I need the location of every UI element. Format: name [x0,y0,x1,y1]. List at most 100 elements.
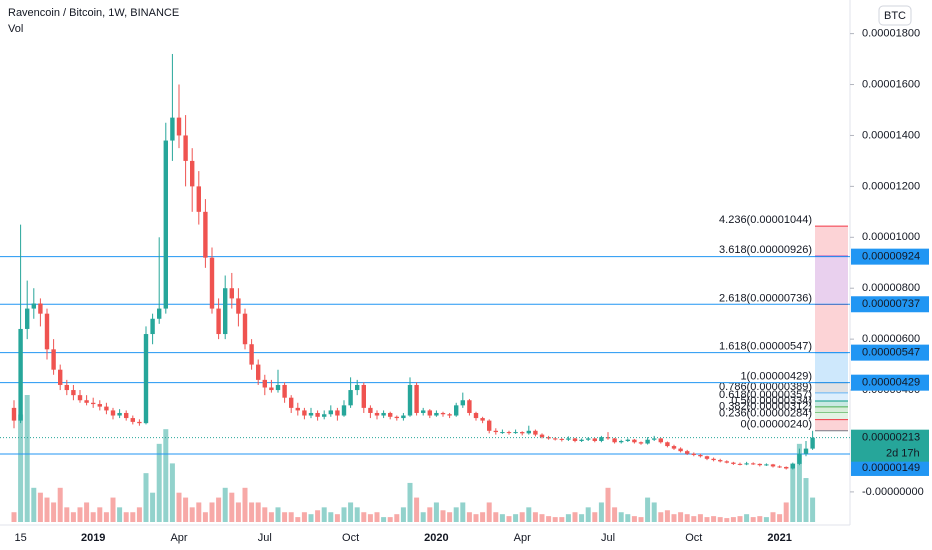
y-tick-label: 0.00001000 [862,231,920,243]
current-price-label: 0.00000213 [862,432,920,444]
candle-body [764,464,769,466]
candle-body [143,334,149,424]
volume-bar [684,514,690,522]
volume-bar [552,517,558,522]
volume-bar [381,517,387,522]
currency-button[interactable] [878,5,912,26]
volume-bar [651,502,657,522]
price-line-label-box [851,459,929,476]
candle-body [328,410,333,415]
volume-bar [361,512,367,522]
volume-bar [532,512,538,522]
candle-body [289,397,294,408]
candle-body [110,410,116,416]
volume-bar [658,512,664,522]
fib-label: 0.382(0.00000312) [719,400,812,412]
volume-bar [440,510,446,522]
plot: 4.236(0.00001044) 3.618(0.00000926) 2.618(… [0,53,850,522]
candle-body [229,288,234,299]
candle-body [685,451,690,454]
volume-bar [24,395,30,522]
fib-band [815,352,848,383]
candle-body [31,303,36,309]
candle-body [427,410,432,416]
fib-band [815,419,848,431]
volume-bar [592,512,598,522]
fib-label: 0.5(0.00000334) [731,395,812,407]
candle-body [236,298,241,314]
candle-body [711,458,716,461]
fib-label: 3.618(0.00000926) [719,244,812,256]
candle-body [368,407,373,413]
volume-bar [209,502,215,522]
x-tick-label: 15 [14,532,26,544]
candle-body [308,412,314,416]
volume-bar [790,463,796,522]
candle-body [381,412,386,416]
candle-body [117,412,122,416]
candle-body [493,430,498,433]
candle-body [665,442,670,447]
candle-body [25,308,30,329]
candle-body [58,369,63,385]
volume-bar [453,507,459,522]
volume-bar [414,497,420,522]
candle-body [242,313,248,345]
volume-bar [57,487,63,522]
x-tick-label: 2021 [767,532,791,544]
fib-label: 0.236(0.00000284) [719,407,812,419]
volume-bar [387,517,393,522]
fib-band [815,412,848,420]
x-tick-label: 2020 [424,532,448,544]
volume-bar [519,512,525,522]
volume-bar [678,512,684,522]
candle-body [454,405,459,416]
volume-bar [493,512,499,522]
volume-bar [328,512,334,522]
volume-bar [750,517,756,522]
volume-bar [308,514,314,522]
volume-bar [229,492,235,522]
candle-body [619,440,624,443]
candle-body [374,412,380,416]
y-tick-label: 0.00001400 [862,129,920,141]
candle-body [751,463,756,465]
fib-band [815,226,848,257]
candle-body [513,432,518,434]
price-line-label: 0.00000149 [862,462,920,474]
candle-body [262,379,267,388]
volume-bar [579,514,585,522]
candle-body [315,412,320,417]
volume-bar [110,497,116,522]
candle-body [506,432,512,434]
candle-body [150,318,155,335]
volume-bar [645,497,651,522]
fib-label: 0.786(0.00000389) [719,381,812,393]
y-tick-label: 0.00000600 [862,333,920,345]
volume-bar [51,502,57,522]
volume-bar [638,517,644,522]
volume-bar [631,516,637,522]
candle-body [421,410,426,413]
volume-bar [268,512,274,522]
volume-bar [301,512,307,522]
candle-body [678,448,683,452]
volume-bar [222,487,228,522]
candle-body [256,364,261,380]
x-tick-label: Jul [258,532,272,544]
candle-body [440,412,446,415]
volume-bar [526,507,532,522]
volume-bar [664,510,670,522]
candle-body [249,344,254,365]
currency-label[interactable]: BTC [884,10,906,22]
volume-bar [407,482,413,522]
volume-bar [796,443,802,522]
candle-body [91,402,96,405]
volume-bar [249,502,255,522]
volume-bar [136,507,142,522]
fib-band [815,382,848,393]
volume-bar [103,512,109,522]
candle-body [691,453,696,455]
volume-bar [11,512,17,522]
